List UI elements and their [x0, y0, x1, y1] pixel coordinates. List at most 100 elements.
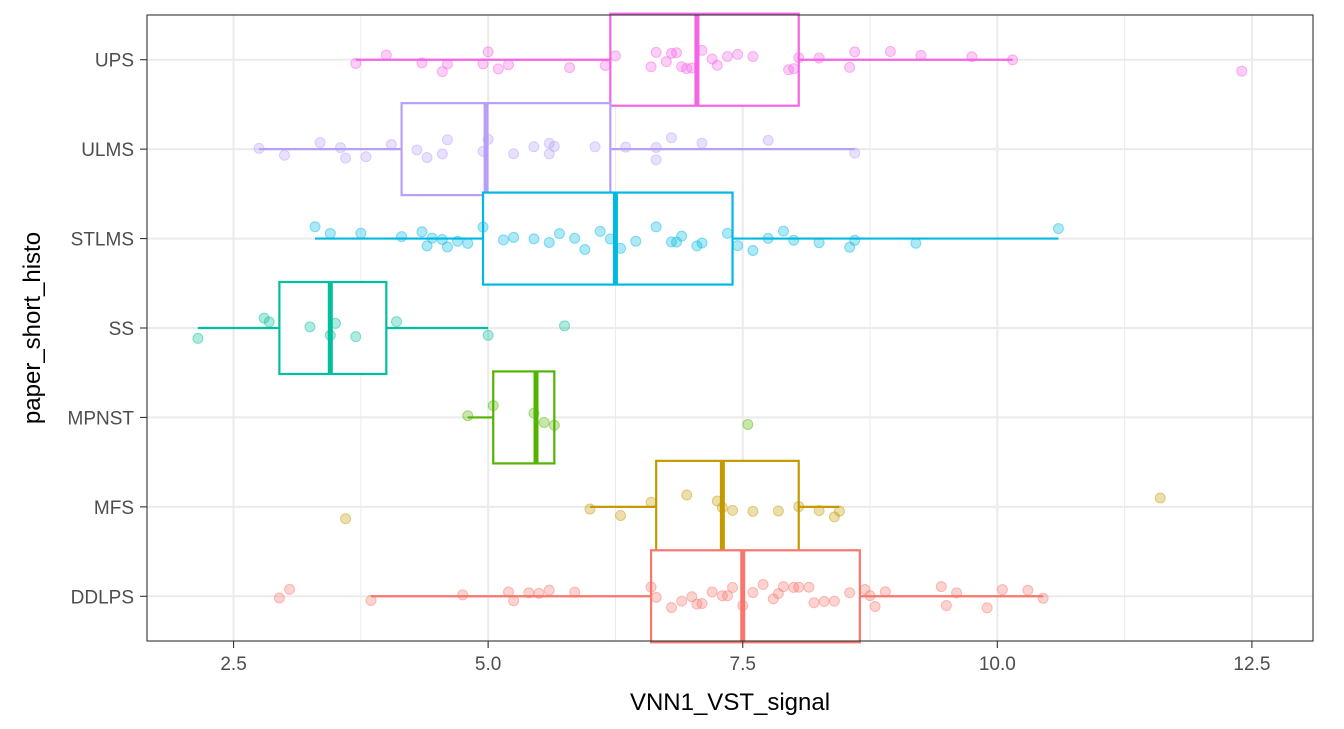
data-point: [706, 53, 718, 65]
data-point: [645, 496, 657, 508]
data-point: [665, 602, 677, 614]
box-group-mfs: [340, 459, 1166, 554]
data-point: [477, 58, 489, 70]
data-point: [681, 489, 693, 501]
data-point: [263, 316, 275, 328]
data-point: [543, 148, 555, 160]
data-point: [828, 595, 840, 607]
data-point: [935, 581, 947, 593]
data-point: [721, 590, 733, 602]
y-tick-label: UPS: [95, 51, 134, 72]
data-point: [385, 139, 397, 151]
data-point: [777, 225, 789, 237]
data-point: [436, 66, 448, 78]
data-point: [1154, 492, 1166, 504]
data-point: [462, 237, 474, 249]
data-point: [716, 590, 728, 602]
data-point: [772, 588, 784, 600]
data-point: [696, 237, 708, 249]
box-iqr: [649, 549, 861, 644]
y-tick-label: STLMS: [71, 230, 134, 251]
data-point: [783, 64, 795, 76]
data-point: [859, 584, 871, 596]
data-point: [258, 312, 270, 324]
data-point: [737, 600, 749, 612]
data-point: [650, 154, 662, 166]
data-point: [818, 595, 830, 607]
data-point: [869, 600, 881, 612]
data-point: [508, 595, 520, 607]
data-point: [879, 586, 891, 598]
data-point: [849, 46, 861, 58]
data-point: [767, 593, 779, 605]
y-tick-label: MPNST: [68, 408, 135, 429]
data-point: [350, 331, 362, 343]
data-point: [329, 317, 341, 329]
y-tick-label: ULMS: [81, 140, 134, 161]
data-point: [676, 595, 688, 607]
data-point: [884, 46, 896, 58]
data-point: [721, 227, 733, 239]
data-point: [665, 236, 677, 248]
data-point: [747, 587, 759, 599]
data-point: [564, 62, 576, 74]
data-point: [671, 236, 683, 248]
y-tick-label: SS: [109, 319, 134, 340]
data-point: [833, 505, 845, 517]
data-point: [365, 595, 377, 607]
data-point: [844, 587, 856, 599]
data-point: [813, 505, 825, 517]
data-point: [589, 141, 601, 153]
data-point: [615, 242, 627, 254]
box-group-ups: [350, 12, 1248, 107]
data-point: [441, 134, 453, 146]
data-point: [477, 221, 489, 233]
data-point: [645, 581, 657, 593]
data-point: [650, 46, 662, 58]
data-point: [543, 584, 555, 596]
data-point: [747, 244, 759, 256]
data-point: [864, 590, 876, 602]
plot-area: [192, 12, 1248, 644]
data-point: [762, 232, 774, 244]
data-point: [543, 236, 555, 248]
data-point: [793, 501, 805, 513]
data-point: [691, 598, 703, 610]
data-point: [543, 137, 555, 149]
data-point: [360, 151, 372, 163]
data-point: [324, 227, 336, 239]
data-point: [620, 141, 632, 153]
data-point: [1007, 54, 1019, 66]
data-point: [844, 61, 856, 73]
data-point: [996, 584, 1008, 596]
data-point: [396, 231, 408, 243]
data-point: [482, 329, 494, 341]
data-point: [706, 586, 718, 598]
data-point: [411, 144, 423, 156]
data-point: [340, 152, 352, 164]
y-tick-label: DDLPS: [71, 587, 134, 608]
data-point: [284, 583, 296, 595]
data-point: [650, 591, 662, 603]
data-point: [508, 231, 520, 243]
data-point: [273, 592, 285, 604]
data-point: [732, 240, 744, 252]
x-tick-label: 2.5: [220, 654, 246, 675]
data-point: [452, 235, 464, 247]
data-point: [503, 59, 515, 71]
data-point: [390, 316, 402, 328]
box-iqr: [481, 191, 734, 286]
data-point: [915, 49, 927, 61]
data-point: [253, 142, 265, 154]
data-point: [696, 44, 708, 56]
axes: 2.5 5.0 7.5 10.0 12.5 UPS ULMS STLMS SS MPNST MFS D…: [68, 51, 1271, 675]
data-point: [609, 50, 621, 62]
data-point: [650, 141, 662, 153]
data-point: [686, 591, 698, 603]
x-tick-label: 5.0: [475, 654, 501, 675]
data-point: [793, 52, 805, 64]
data-point: [334, 142, 346, 154]
data-point: [309, 221, 321, 233]
x-axis-title: VNN1_VST_signal: [630, 689, 830, 716]
